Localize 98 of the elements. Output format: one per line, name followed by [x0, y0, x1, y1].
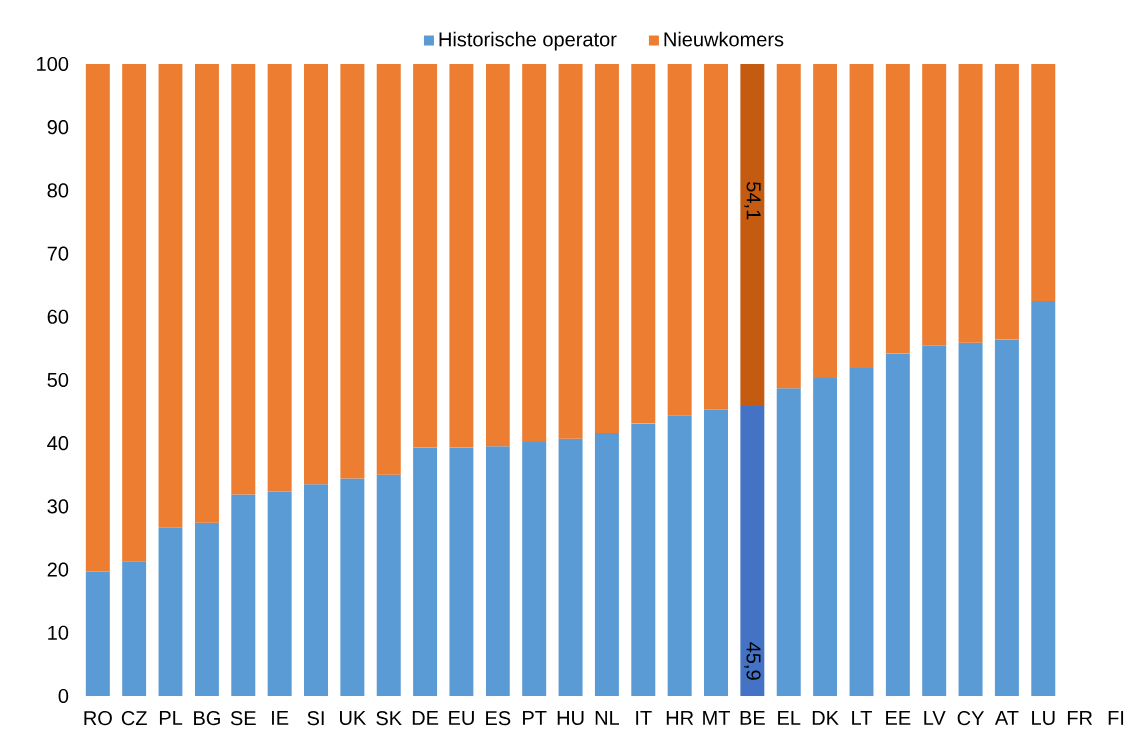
x-tick-label: IT — [636, 711, 652, 725]
y-tick-label: 70 — [47, 246, 69, 261]
x-tick-label: FR — [1067, 711, 1093, 725]
bar — [958, 63, 983, 343]
legend-label: Nieuwkomers — [664, 31, 784, 47]
y-tick-label: 30 — [47, 499, 69, 514]
x-tick-label: BE — [740, 711, 765, 725]
y-tick-label: 80 — [47, 183, 69, 198]
bar — [704, 63, 729, 410]
bar — [1031, 63, 1056, 301]
x-tick-label: CZ — [121, 711, 147, 726]
bar — [667, 63, 692, 416]
x-tick-label: PT — [523, 711, 547, 725]
bar — [740, 405, 765, 696]
bar — [85, 63, 110, 572]
bar — [813, 378, 838, 696]
y-tick-label: 10 — [48, 625, 69, 640]
bar — [1031, 300, 1056, 696]
bar — [522, 63, 547, 442]
bar — [340, 478, 365, 696]
bar — [922, 345, 947, 696]
y-tick-label: 40 — [47, 436, 69, 451]
bar — [267, 491, 292, 696]
x-tick-label: LV — [924, 711, 946, 725]
x-tick-label: SK — [376, 711, 402, 726]
bar — [558, 438, 583, 696]
x-tick-label: EE — [886, 711, 911, 725]
bar — [704, 409, 729, 696]
bar — [631, 63, 656, 424]
bar — [304, 484, 329, 696]
x-tick-label: LU — [1032, 711, 1055, 725]
x-tick-label: AT — [994, 711, 1019, 725]
x-tick-label: DE — [412, 711, 439, 725]
x-tick-label: CY — [957, 711, 985, 726]
bar — [449, 63, 474, 448]
bar — [158, 63, 183, 528]
bar — [885, 353, 910, 696]
y-tick-label: 0 — [58, 688, 69, 704]
bar — [231, 494, 256, 696]
bar — [849, 63, 874, 368]
x-tick-label: RO — [84, 711, 112, 726]
x-tick-label: EU — [449, 711, 474, 725]
bar — [776, 388, 801, 696]
bar — [485, 446, 510, 696]
x-tick-label: MT — [703, 711, 730, 725]
bar — [194, 63, 219, 523]
y-tick-label: 90 — [47, 120, 69, 135]
x-tick-label: EL — [778, 711, 801, 725]
data-label: 45,9 — [744, 642, 761, 680]
bar — [449, 447, 474, 696]
data-label: 54,1 — [744, 182, 761, 220]
x-tick-label: ES — [486, 711, 511, 726]
y-tick-label: 20 — [47, 562, 69, 577]
bar — [413, 447, 438, 696]
bar — [631, 423, 656, 696]
bar — [85, 571, 110, 696]
bar — [994, 63, 1019, 340]
bar — [413, 63, 438, 448]
bar — [485, 63, 510, 447]
bar — [667, 415, 692, 696]
y-tick-label: 60 — [47, 309, 69, 324]
bar — [885, 63, 910, 354]
x-tick-label: NL — [595, 711, 620, 725]
bar — [122, 561, 147, 696]
bar — [594, 63, 619, 434]
bar — [522, 441, 547, 696]
x-tick-label: HR — [666, 711, 694, 725]
bar — [740, 63, 765, 406]
bar — [231, 63, 256, 495]
x-tick-label: LT — [852, 711, 872, 725]
bar — [849, 367, 874, 696]
legend-label: Historische operator — [439, 31, 617, 51]
bar — [194, 522, 219, 696]
bar — [994, 339, 1019, 696]
x-tick-label: SE — [230, 711, 256, 726]
bar — [776, 63, 801, 389]
bar — [813, 63, 838, 379]
x-tick-label: PL — [159, 711, 183, 725]
bar — [158, 527, 183, 696]
bar — [594, 433, 619, 696]
x-tick-label: SI — [307, 711, 324, 726]
bar — [122, 63, 147, 562]
bar — [558, 63, 583, 439]
bar — [304, 63, 329, 485]
x-tick-label: UK — [340, 711, 367, 725]
x-tick-label: HU — [557, 711, 584, 725]
bar — [340, 63, 365, 479]
bar — [376, 474, 401, 696]
x-tick-label: FI — [1108, 711, 1124, 725]
x-tick-label: IE — [272, 711, 289, 725]
bar — [922, 63, 947, 346]
x-tick-label: DK — [812, 711, 839, 725]
bar — [267, 63, 292, 492]
x-tick-label: BG — [194, 711, 220, 726]
bar — [958, 342, 983, 696]
bar — [376, 63, 401, 475]
y-tick-label: 50 — [47, 372, 69, 388]
y-tick-label: 100 — [37, 56, 69, 72]
